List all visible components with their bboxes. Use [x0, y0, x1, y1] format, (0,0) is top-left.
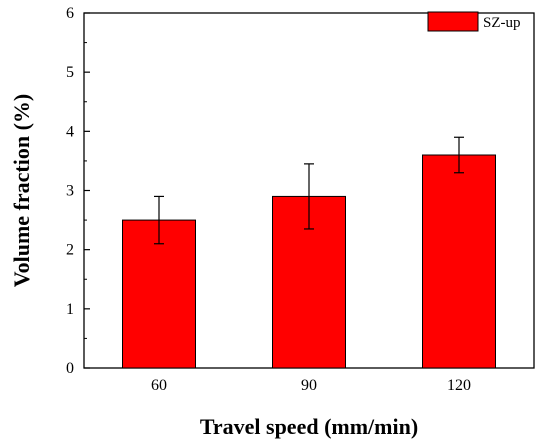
- y-axis: 0 1 2 3 4 5 6: [66, 5, 90, 377]
- y-tick-label: 5: [66, 64, 74, 81]
- y-tick-label: 1: [66, 301, 74, 318]
- bar-series: [122, 136, 496, 369]
- x-tick-label: 120: [447, 377, 471, 394]
- y-tick-label: 3: [66, 183, 74, 200]
- legend-swatch: [427, 11, 479, 32]
- y-tick-label: 4: [66, 123, 74, 140]
- x-tick-label: 60: [151, 377, 167, 394]
- bar: [422, 154, 496, 369]
- y-tick-label: 6: [66, 5, 74, 22]
- y-tick-label: 0: [66, 360, 74, 377]
- legend-label: SZ-up: [483, 15, 521, 31]
- y-tick-label: 2: [66, 242, 74, 259]
- legend: SZ-up: [427, 11, 521, 32]
- x-axis-title: Travel speed (mm/min): [200, 414, 418, 439]
- y-axis-title: Volume fraction (%): [9, 94, 34, 288]
- x-tick-label: 90: [301, 377, 317, 394]
